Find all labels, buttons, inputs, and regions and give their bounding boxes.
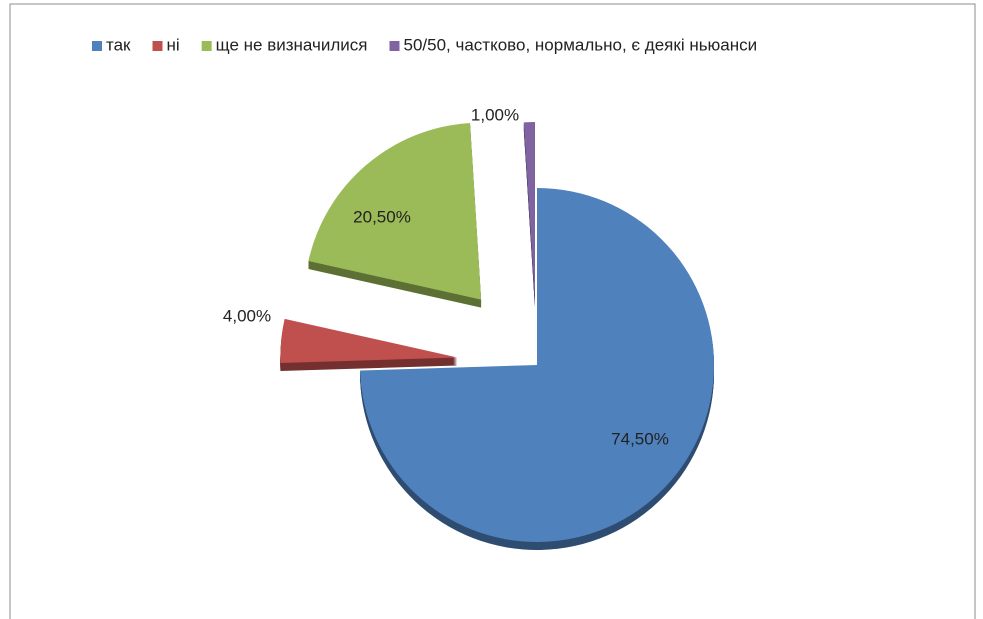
- data-label: 20,50%: [353, 207, 411, 226]
- legend-label: так: [106, 35, 131, 54]
- legend-label: ще не визначилися: [216, 35, 368, 54]
- data-label: 4,00%: [223, 306, 271, 325]
- data-label: 74,50%: [611, 429, 669, 448]
- legend-swatch: [152, 41, 163, 51]
- legend-swatch: [92, 41, 102, 51]
- legend-swatch: [389, 41, 400, 51]
- slice: [280, 318, 458, 364]
- data-label: 1,00%: [471, 105, 519, 124]
- slice: [308, 122, 482, 300]
- legend-label: 50/50, частково, нормально, є деякі ньюа…: [403, 35, 757, 54]
- legend-label: ні: [167, 35, 180, 54]
- slice: [523, 122, 535, 300]
- legend-swatch: [201, 41, 212, 51]
- slice: [360, 188, 714, 542]
